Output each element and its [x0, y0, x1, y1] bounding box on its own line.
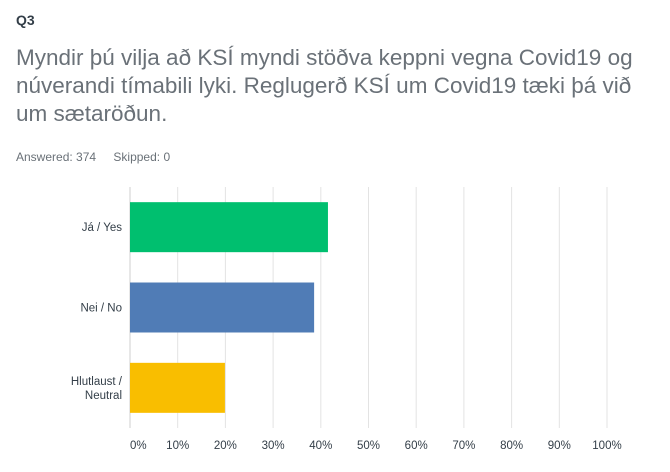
x-tick-label: 70% [452, 440, 475, 452]
x-tick-label: 30% [262, 440, 285, 452]
bar [130, 282, 315, 333]
response-stats: Answered: 374 Skipped: 0 [16, 150, 184, 164]
category-label: Hlutlaust / Neutral [71, 376, 123, 402]
question-number: Q3 [16, 12, 35, 28]
x-tick-label: 40% [309, 440, 332, 452]
bar [130, 362, 225, 413]
bar [130, 202, 328, 253]
x-tick-label: 80% [500, 440, 523, 452]
category-label: Já / Yes [82, 222, 123, 234]
category-label: Nei / No [80, 303, 122, 315]
x-tick-label: 100% [592, 440, 621, 452]
skipped-count: Skipped: 0 [113, 150, 171, 164]
question-title: Myndir þú vilja að KSÍ myndi stöðva kepp… [16, 45, 633, 126]
x-tick-label: 60% [405, 440, 428, 452]
x-tick-label: 20% [214, 440, 237, 452]
answered-count: Answered: 374 [16, 150, 97, 164]
x-tick-label: 50% [357, 440, 380, 452]
x-tick-label: 90% [548, 440, 571, 452]
x-tick-label: 10% [166, 440, 189, 452]
x-tick-label: 0% [130, 440, 147, 452]
